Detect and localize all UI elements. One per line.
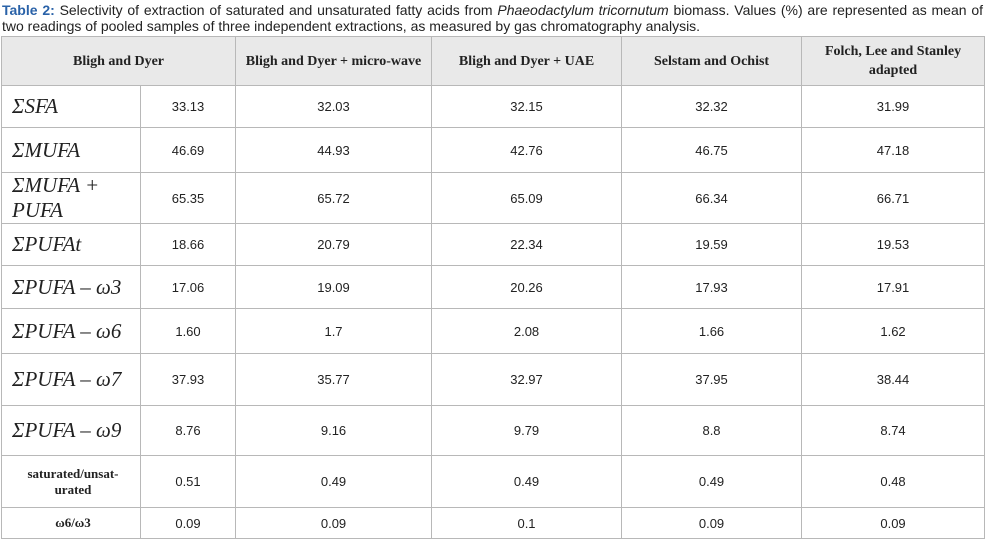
caption-label: Table 2: [2, 2, 55, 18]
caption-text: Selectivity of extraction of saturated a… [59, 2, 493, 18]
column-header: Bligh and Dyer + UAE [431, 36, 623, 86]
cell: 38.44 [801, 353, 985, 406]
table-row: ΣMUFA 46.69 44.93 42.76 46.75 47.18 [1, 127, 985, 173]
cell: 37.95 [621, 353, 803, 406]
cell: 46.69 [139, 127, 237, 173]
table-row: ΣPUFAt 18.66 20.79 22.34 19.59 19.53 [1, 223, 985, 266]
cell: 20.79 [235, 223, 433, 266]
column-header: Selstam and Ochist [621, 36, 803, 86]
cell: 8.76 [139, 405, 237, 456]
cell: 17.91 [801, 265, 985, 309]
cell: 22.34 [431, 223, 623, 266]
row-label: ΣPUFA – ω9 [1, 405, 141, 456]
row-label: ΣMUFA [1, 127, 141, 173]
row-label: ΣPUFAt [1, 223, 141, 266]
cell: 42.76 [431, 127, 623, 173]
cell: 47.18 [801, 127, 985, 173]
cell: 18.66 [139, 223, 237, 266]
cell: 1.7 [235, 308, 433, 354]
cell: 19.59 [621, 223, 803, 266]
table-row: ΣPUFA – ω6 1.60 1.7 2.08 1.66 1.62 [1, 308, 985, 354]
row-label: ΣSFA [1, 85, 141, 128]
cell: 17.93 [621, 265, 803, 309]
table-row: ΣPUFA – ω3 17.06 19.09 20.26 17.93 17.91 [1, 265, 985, 309]
row-label: ω6/ω3 [1, 507, 141, 539]
cell: 20.26 [431, 265, 623, 309]
column-header: Bligh and Dyer + micro-wave [235, 36, 433, 86]
cell: 32.15 [431, 85, 623, 128]
cell: 65.35 [139, 172, 237, 224]
cell: 31.99 [801, 85, 985, 128]
cell: 35.77 [235, 353, 433, 406]
row-label: ΣPUFA – ω3 [1, 265, 141, 309]
row-label: ΣMUFA + PUFA [1, 172, 141, 224]
cell: 2.08 [431, 308, 623, 354]
cell: 19.09 [235, 265, 433, 309]
table-body: ΣSFA 33.13 32.03 32.15 32.32 31.99 ΣMUFA 46.69 4… [1, 85, 985, 539]
column-header: Bligh and Dyer [0, 36, 237, 86]
caption-text: biomass. Values (%) are represented as m… [2, 2, 984, 34]
table-row: ω6/ω3 0.09 0.09 0.1 0.09 0.09 [1, 507, 985, 539]
data-table: Bligh and Dyer Bligh and Dyer + micro-wav… [0, 36, 985, 539]
cell: 66.34 [621, 172, 803, 224]
cell: 0.51 [139, 455, 237, 508]
cell: 1.66 [621, 308, 803, 354]
cell: 0.09 [139, 507, 237, 539]
cell: 32.32 [621, 85, 803, 128]
cell: 65.09 [431, 172, 623, 224]
cell: 17.06 [139, 265, 237, 309]
cell: 0.48 [801, 455, 985, 508]
table-row: ΣSFA 33.13 32.03 32.15 32.32 31.99 [1, 85, 985, 128]
cell: 8.74 [801, 405, 985, 456]
cell: 0.49 [621, 455, 803, 508]
cell: 66.71 [801, 172, 985, 224]
header-row: Bligh and Dyer Bligh and Dyer + micro-wav… [0, 36, 985, 86]
cell: 32.97 [431, 353, 623, 406]
table-row: ΣMUFA + PUFA 65.35 65.72 65.09 66.34 66.71 [1, 172, 985, 224]
cell: 0.09 [621, 507, 803, 539]
caption-species: Phaeodactylum tricornutum [497, 2, 669, 18]
cell: 0.49 [431, 455, 623, 508]
cell: 1.62 [801, 308, 985, 354]
row-label: ΣPUFA – ω6 [1, 308, 141, 354]
cell: 1.60 [139, 308, 237, 354]
column-header: Folch, Lee and Stanley adapted [801, 36, 985, 86]
cell: 19.53 [801, 223, 985, 266]
cell: 0.49 [235, 455, 433, 508]
caption: Table 2: Selectivity of extraction of sa… [0, 0, 985, 36]
cell: 33.13 [139, 85, 237, 128]
table-row: saturated/unsat-urated 0.51 0.49 0.49 0.49 0.… [1, 455, 985, 508]
row-label: saturated/unsat-urated [1, 455, 141, 508]
cell: 37.93 [139, 353, 237, 406]
table-row: ΣPUFA – ω9 8.76 9.16 9.79 8.8 8.74 [1, 405, 985, 456]
cell: 8.8 [621, 405, 803, 456]
cell: 9.79 [431, 405, 623, 456]
cell: 46.75 [621, 127, 803, 173]
cell: 9.16 [235, 405, 433, 456]
cell: 0.09 [235, 507, 433, 539]
table-row: ΣPUFA – ω7 37.93 35.77 32.97 37.95 38.44 [1, 353, 985, 406]
cell: 0.1 [431, 507, 623, 539]
cell: 44.93 [235, 127, 433, 173]
row-label: ΣPUFA – ω7 [1, 353, 141, 406]
cell: 65.72 [235, 172, 433, 224]
cell: 32.03 [235, 85, 433, 128]
cell: 0.09 [801, 507, 985, 539]
